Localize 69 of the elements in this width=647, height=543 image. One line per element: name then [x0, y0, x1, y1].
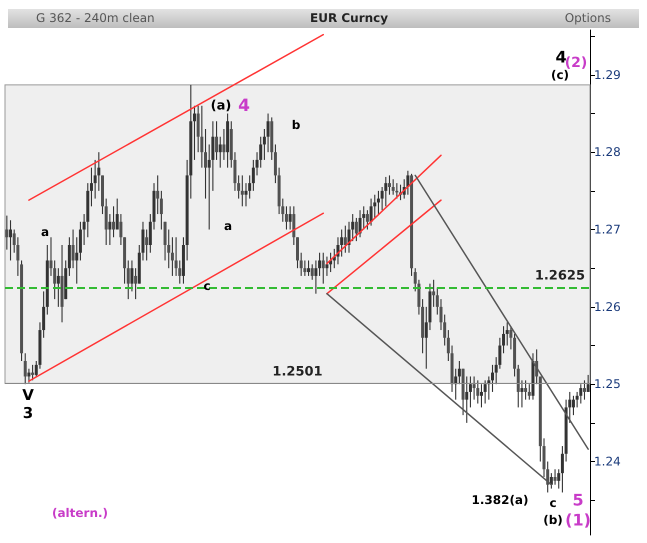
candlestick: [395, 182, 398, 200]
candlestick: [27, 368, 30, 384]
candlestick: [373, 194, 376, 218]
candlestick: [524, 380, 528, 400]
y-tick-label: 1.24: [594, 454, 621, 469]
candlestick: [388, 174, 391, 196]
candlestick: [31, 364, 34, 381]
text: Options: [564, 11, 611, 25]
candlestick: [484, 380, 487, 404]
y-tick-label: 1.27: [594, 222, 621, 237]
annotation: b: [292, 118, 301, 132]
candlestick: [384, 176, 388, 207]
y-tick-label: 1.25: [594, 377, 621, 392]
annotation: (b): [543, 513, 563, 527]
candlestick: [218, 136, 222, 168]
y-tick-label: 1.26: [594, 300, 621, 314]
candlestick: [208, 144, 211, 230]
y-tick-label: 1.28: [594, 145, 621, 160]
annotation: 1.382(a): [471, 493, 529, 507]
annotation: (c): [550, 68, 570, 82]
annotation: 4: [555, 48, 567, 66]
candlestick: [520, 380, 524, 408]
annotation: 3: [22, 404, 34, 422]
candlestick: [366, 210, 369, 230]
annotation: (1): [565, 510, 591, 530]
annotation: 4: [238, 96, 250, 116]
annotation: 5: [572, 490, 584, 510]
candlestick: [211, 120, 214, 192]
candlestick: [579, 384, 582, 404]
annotation: a: [224, 219, 232, 233]
annotation: V: [22, 386, 34, 404]
chart-subtitle: G 362 - 240m clean: [36, 11, 155, 25]
candlestick: [325, 256, 328, 276]
candlestick: [322, 252, 325, 284]
annotation: c: [203, 279, 211, 293]
candlestick: [240, 174, 244, 207]
annotation: c: [549, 496, 557, 510]
annotation: (a): [210, 98, 232, 114]
candlestick: [554, 468, 557, 486]
ref-line-label: 1.2501: [272, 364, 323, 380]
candlestick: [112, 206, 116, 238]
candlestick: [310, 264, 314, 280]
candlestick: [480, 384, 483, 408]
candlestick: [108, 214, 112, 246]
candlestick: [303, 260, 306, 276]
candlestick: [370, 198, 373, 226]
candlestick: [97, 152, 100, 192]
candlestick: [9, 220, 12, 262]
chart-title: EUR Curncy: [310, 11, 388, 25]
annotation: a: [40, 225, 50, 239]
candlestick: [465, 376, 468, 424]
candlestick: [307, 260, 310, 276]
candlestick: [572, 395, 575, 416]
candlestick: [24, 352, 27, 385]
candlestick: [392, 178, 395, 196]
y-tick-label: 1.29: [594, 68, 621, 82]
candlestick: [380, 186, 384, 211]
candlestick: [344, 225, 347, 254]
candlestick: [582, 380, 586, 400]
annotation: (altern.): [52, 506, 108, 520]
candlestick: [472, 376, 476, 400]
candlestick: [476, 380, 480, 404]
annotation: (2): [564, 55, 588, 71]
candlestick: [288, 206, 292, 230]
candlestick: [376, 190, 380, 215]
candlestick: [56, 268, 60, 308]
candlestick: [5, 215, 8, 250]
candlestick: [354, 217, 358, 242]
ref-line-label: 1.2625: [534, 268, 585, 284]
